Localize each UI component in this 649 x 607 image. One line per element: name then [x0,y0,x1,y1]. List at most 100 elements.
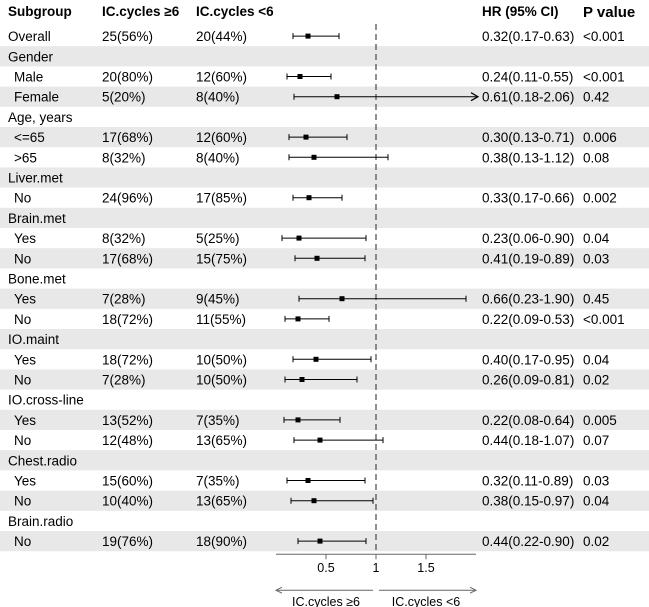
row-stripe [0,329,649,350]
hr-ci-text: 0.44(0.18-1.07) [482,433,574,448]
header-group2: IC.cycles <6 [196,4,274,19]
n-group2: 5(25%) [196,231,240,246]
n-group2: 7(35%) [196,474,240,489]
n-group2: 9(45%) [196,292,240,307]
hr-point [314,255,320,261]
n-group1: 25(56%) [102,29,153,44]
n-group1: 8(32%) [102,231,146,246]
group-header-label: Brain.radio [8,514,73,529]
hr-ci-text: 0.32(0.17-0.63) [482,29,574,44]
n-group2: 7(35%) [196,413,240,428]
n-group1: 18(72%) [102,352,153,367]
row-label: Yes [14,413,36,428]
favors-right-arrowhead [469,586,478,594]
x-axis: 0.5 1 1.5 [276,553,476,575]
n-group2: 17(85%) [196,191,247,206]
ci-arrow [470,92,480,102]
hr-point [317,437,323,443]
row-label: No [14,312,31,327]
p-value: 0.02 [583,534,609,549]
group-header-label: Liver.met [8,171,63,186]
p-value: 0.005 [583,413,617,428]
group-header-label: Age, years [8,110,73,125]
hr-point [305,33,311,39]
row-label: No [14,534,31,549]
p-value: 0.006 [583,130,617,145]
n-group1: 5(20%) [102,90,146,105]
n-group1: 8(32%) [102,150,146,165]
p-value: <0.001 [583,312,625,327]
n-group2: 11(55%) [196,312,246,327]
row-stripe [0,167,649,188]
hr-ci-text: 0.66(0.23-1.90) [482,292,574,307]
hr-ci-text: 0.44(0.22-0.90) [482,534,574,549]
row-label: Yes [14,231,36,246]
hr-point [334,94,340,100]
n-group1: 7(28%) [102,373,146,388]
row-label: <=65 [14,130,45,145]
hr-ci-text: 0.24(0.11-0.55) [482,70,573,85]
hr-ci-text: 0.23(0.06-0.90) [482,231,574,246]
row-label: No [14,433,31,448]
row-label: Yes [14,474,36,489]
axis-tick-label: 1.5 [417,561,434,575]
n-group1: 17(68%) [102,130,153,145]
favors-left-label: IC.cycles ≥6 [292,595,360,607]
p-value: 0.02 [583,373,609,388]
n-group1: 7(28%) [102,292,146,307]
n-group2: 10(50%) [196,373,247,388]
hr-ci-text: 0.41(0.19-0.89) [482,251,574,266]
p-value: 0.04 [583,352,610,367]
favors-left-arrowhead [274,586,283,594]
hr-ci-text: 0.61(0.18-2.06) [482,90,574,105]
n-group1: 19(76%) [102,534,153,549]
hr-ci-text: 0.38(0.15-0.97) [482,494,574,509]
group-header-label: IO.cross-line [8,393,84,408]
n-group1: 20(80%) [102,70,153,85]
hr-point [339,296,345,302]
hr-point [305,478,311,483]
hr-ci-text: 0.30(0.13-0.71) [482,130,574,145]
n-group2: 18(90%) [196,534,247,549]
row-label: Male [14,70,43,85]
n-group1: 24(96%) [102,191,153,206]
hr-point [297,74,303,79]
hr-ci-text: 0.32(0.11-0.89) [482,474,573,489]
p-value: 0.42 [583,90,609,105]
p-value: 0.07 [583,433,609,448]
group-header-label: Chest.radio [8,453,77,468]
row-label: No [14,191,31,206]
hr-point [306,195,312,201]
favors-labels: IC.cycles ≥6 IC.cycles <6 [274,586,478,607]
row-label: Female [14,90,59,105]
group-header-label: Gender [8,49,54,64]
axis-tick-label: 1 [373,561,380,575]
axis-tick-label: 0.5 [317,561,334,575]
n-group2: 12(60%) [196,130,247,145]
header-group1: IC.cycles ≥6 [102,4,180,19]
row-label: Yes [14,292,36,307]
p-value: <0.001 [583,29,625,44]
row-stripe [0,207,649,228]
n-group2: 20(44%) [196,29,247,44]
row-label: No [14,494,31,509]
n-group1: 13(52%) [102,413,153,428]
hr-ci-text: 0.22(0.08-0.64) [482,413,574,428]
row-stripe [0,46,649,67]
hr-point [299,377,305,382]
n-group2: 13(65%) [196,433,247,448]
group-header-label: Bone.met [8,272,66,287]
n-group2: 8(40%) [196,90,240,105]
hr-ci-text: 0.40(0.17-0.95) [482,352,574,367]
header-p: P value [583,4,635,21]
hr-ci-text: 0.38(0.13-1.12) [482,150,574,165]
n-group1: 15(60%) [102,474,153,489]
n-group2: 12(60%) [196,70,247,85]
hr-point [295,417,301,423]
hr-point [295,316,301,322]
row-label: Yes [14,352,36,367]
n-group2: 15(75%) [196,251,247,266]
header-hr: HR (95% CI) [482,4,559,19]
row-label: Overall [8,29,51,44]
hr-point [311,498,317,504]
